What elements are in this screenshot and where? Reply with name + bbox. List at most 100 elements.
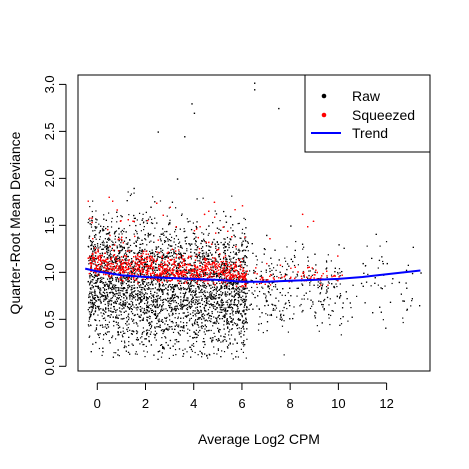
raw-point: [187, 297, 189, 299]
raw-point: [317, 286, 319, 289]
raw-point: [155, 306, 157, 309]
raw-point: [145, 292, 147, 294]
raw-point: [97, 296, 99, 298]
raw-point: [203, 301, 206, 303]
raw-point: [123, 303, 125, 305]
raw-point: [245, 227, 247, 229]
raw-point: [154, 306, 156, 309]
raw-point: [98, 334, 100, 336]
raw-point: [123, 346, 125, 349]
raw-point: [117, 324, 120, 327]
raw-point: [99, 238, 101, 240]
raw-point: [218, 331, 220, 333]
raw-point: [178, 267, 180, 269]
raw-point: [92, 230, 94, 232]
raw-point: [230, 334, 233, 336]
raw-point: [101, 295, 103, 298]
raw-point: [216, 282, 218, 284]
raw-point: [233, 301, 235, 303]
raw-point: [203, 337, 205, 340]
raw-point: [198, 326, 200, 328]
raw-point: [222, 301, 224, 304]
raw-point: [208, 258, 210, 260]
raw-point: [209, 320, 211, 322]
raw-point: [214, 335, 216, 338]
raw-point: [245, 318, 247, 321]
raw-point: [243, 288, 245, 290]
raw-point: [185, 316, 188, 318]
raw-point: [131, 285, 133, 287]
raw-point: [183, 304, 185, 306]
raw-point: [212, 337, 214, 339]
raw-point: [123, 281, 125, 283]
raw-point: [406, 287, 408, 289]
raw-point: [138, 316, 141, 318]
raw-point: [133, 281, 135, 283]
raw-point: [146, 299, 148, 301]
raw-point: [189, 283, 191, 286]
raw-point: [92, 254, 94, 256]
raw-point: [194, 290, 196, 292]
raw-point: [204, 295, 207, 297]
raw-point: [188, 285, 190, 287]
raw-point: [174, 231, 176, 233]
raw-point: [199, 329, 201, 332]
raw-point: [196, 198, 198, 200]
raw-point: [245, 256, 247, 258]
raw-point: [122, 266, 124, 268]
raw-point: [227, 264, 229, 266]
raw-point: [136, 353, 138, 355]
raw-point: [176, 307, 178, 309]
raw-point: [189, 307, 192, 309]
raw-point: [148, 234, 150, 236]
raw-point: [235, 325, 238, 327]
raw-point: [137, 297, 139, 299]
raw-point: [224, 238, 226, 240]
raw-point: [137, 281, 139, 283]
raw-point: [196, 336, 198, 338]
raw-point: [141, 291, 143, 293]
raw-point: [241, 245, 243, 247]
raw-point: [182, 287, 185, 289]
raw-point: [190, 306, 192, 308]
raw-point: [195, 236, 197, 238]
raw-point: [164, 256, 166, 259]
raw-point: [191, 297, 194, 300]
raw-point: [134, 279, 136, 282]
raw-point: [161, 228, 164, 230]
raw-point: [122, 256, 124, 258]
raw-point: [94, 289, 96, 291]
raw-point: [275, 269, 277, 272]
raw-point: [192, 310, 194, 312]
raw-point: [99, 246, 101, 248]
raw-point: [190, 228, 193, 231]
raw-point: [187, 272, 189, 274]
raw-point: [307, 256, 309, 258]
raw-point: [182, 326, 185, 328]
raw-point: [244, 292, 246, 295]
raw-point: [293, 306, 295, 308]
raw-point: [139, 261, 141, 263]
raw-point: [114, 295, 116, 297]
raw-point: [181, 329, 184, 332]
raw-point: [122, 327, 124, 329]
raw-point: [175, 338, 178, 341]
raw-point: [111, 297, 114, 299]
raw-point: [208, 315, 211, 317]
raw-point: [193, 294, 196, 297]
raw-point: [233, 322, 236, 324]
raw-point: [116, 309, 118, 311]
raw-point: [110, 283, 113, 285]
raw-point: [186, 263, 188, 266]
raw-point: [213, 297, 215, 299]
raw-point: [103, 292, 106, 294]
raw-point: [154, 330, 156, 332]
raw-point: [188, 287, 190, 290]
raw-point: [175, 284, 177, 286]
raw-point: [114, 235, 117, 237]
raw-point: [124, 277, 126, 279]
raw-point: [294, 256, 296, 258]
raw-point: [181, 213, 183, 215]
raw-point: [232, 257, 234, 259]
raw-point: [131, 320, 134, 322]
